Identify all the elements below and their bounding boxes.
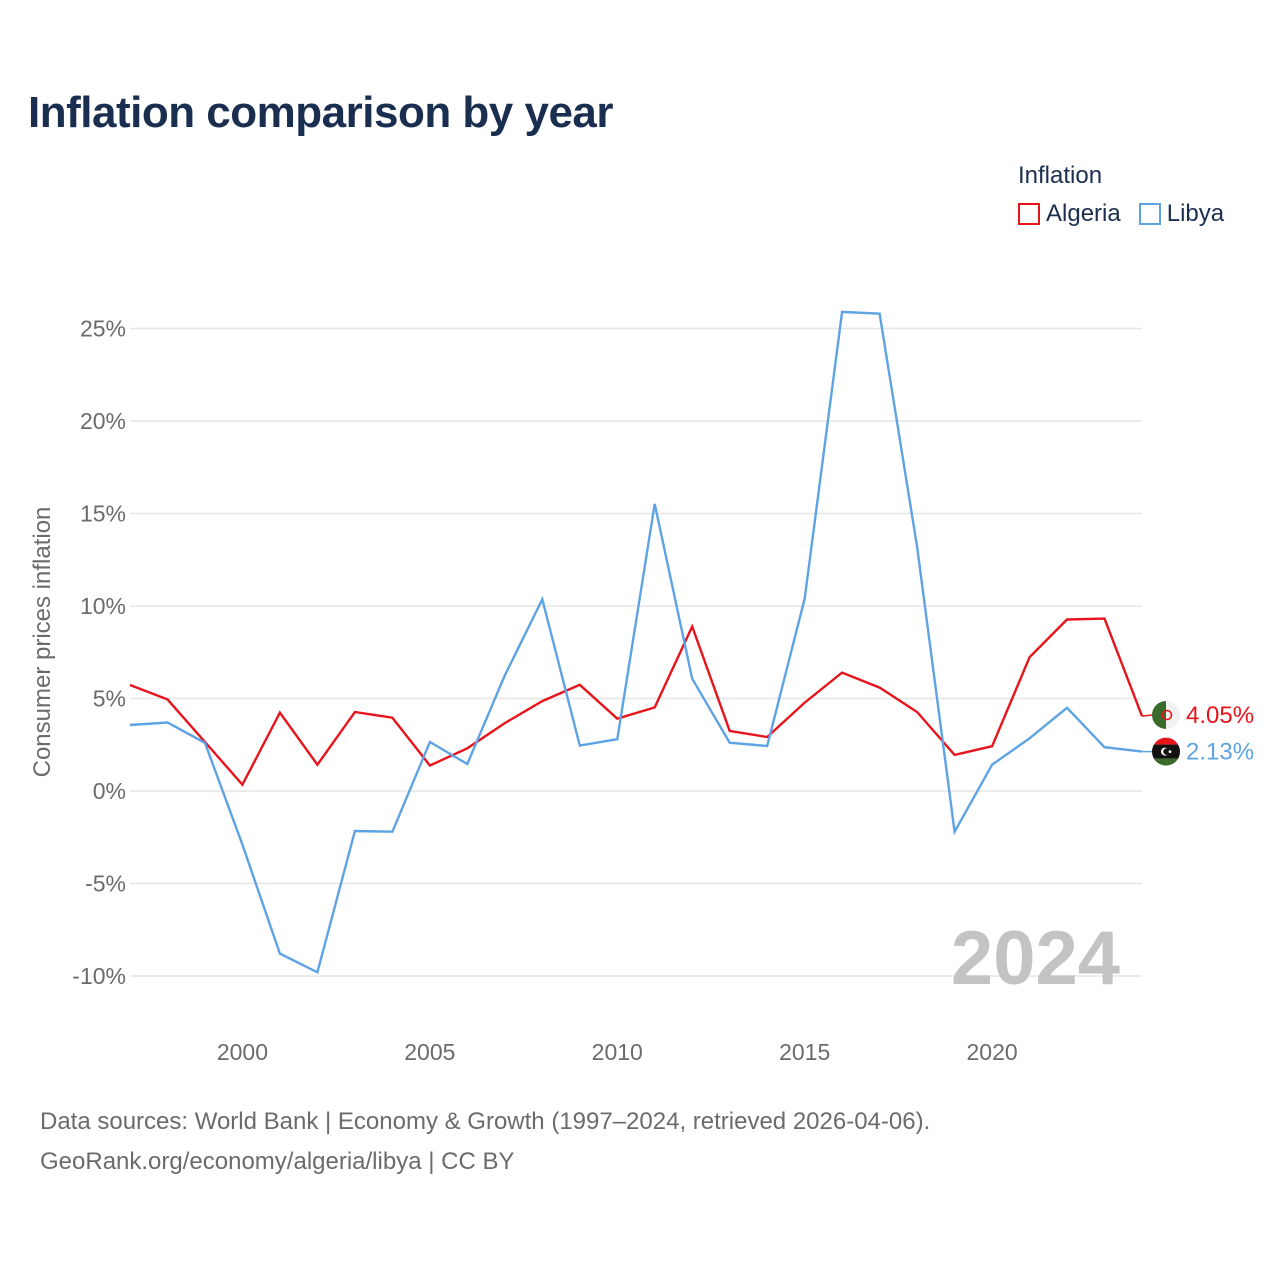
libya-flag-icon [1152,737,1180,766]
legend-title: Inflation [1018,162,1103,189]
x-tick-label: 2010 [592,1039,643,1065]
legend-swatch-libya [1138,203,1161,225]
end-connector [1141,714,1153,717]
line-chart: 25% 20% 15% 10% 5% 0% -5% -10% 2000 2005 2010 2015… [29,310,1254,1065]
y-tick-label: 15% [80,501,126,527]
year-watermark: 2024 [951,916,1120,1001]
y-tick-label: 20% [80,408,126,434]
end-markers: 4.05% 2.13% [1141,701,1254,766]
algeria-flag-icon [1152,701,1180,729]
legend-label-algeria: Algeria [1046,200,1121,227]
legend-label-libya: Libya [1166,200,1225,227]
legend-swatch-algeria [1018,203,1040,225]
legend-item-algeria[interactable]: Algeria [1018,200,1121,228]
x-tick-label: 2000 [217,1039,268,1065]
legend: Inflation Algeria Libya [1018,162,1224,228]
x-axis-ticks: 2000 2005 2010 2015 2020 [217,1039,1018,1065]
y-tick-label: 10% [80,593,126,619]
x-tick-label: 2020 [966,1039,1017,1065]
x-tick-label: 2015 [779,1039,830,1065]
end-label-algeria: 4.05% [1186,702,1254,729]
series-line-algeria[interactable] [129,617,1144,787]
y-axis-label: Consumer prices inflation [29,507,56,778]
y-tick-label: 0% [93,778,126,804]
y-tick-label: -10% [72,963,126,989]
y-axis-ticks: 25% 20% 15% 10% 5% 0% -5% -10% [72,316,126,990]
series-line-libya[interactable] [129,310,1143,975]
source-text: Data sources: World Bank | Economy & Gro… [40,1108,931,1135]
y-tick-label: 5% [93,686,126,712]
series-lines [129,310,1144,975]
gridlines [130,327,1142,977]
y-tick-label: 25% [80,316,126,342]
end-label-libya: 2.13% [1186,739,1254,766]
y-tick-label: -5% [85,871,126,897]
legend-item-libya[interactable]: Libya [1138,200,1225,228]
x-tick-label: 2005 [404,1039,455,1065]
chart-title: Inflation comparison by year [28,88,614,137]
source-link[interactable]: GeoRank.org/economy/algeria/libya | CC B… [40,1148,515,1175]
